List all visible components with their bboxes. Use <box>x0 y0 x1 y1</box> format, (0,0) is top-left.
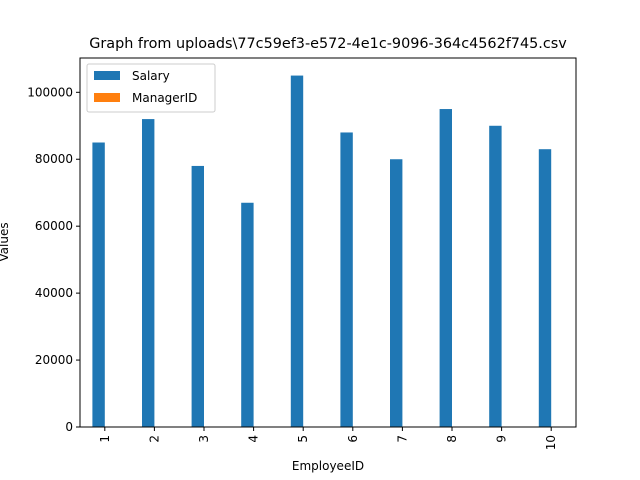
y-tick-label: 40000 <box>35 286 73 300</box>
bar-salary-10 <box>538 149 552 427</box>
bar-salary-4 <box>241 202 254 427</box>
plot-frame <box>79 57 577 428</box>
x-tick-label: 5 <box>296 435 310 443</box>
x-tick-label: 8 <box>445 435 459 443</box>
x-tick-label: 9 <box>495 435 509 443</box>
y-tick-label: 80000 <box>35 152 73 166</box>
x-tick-label: 4 <box>247 435 261 443</box>
y-tick-label: 0 <box>65 420 73 434</box>
x-axis-title: EmployeeID <box>292 459 364 473</box>
legend-label-salary: Salary <box>132 69 170 83</box>
bar-salary-9 <box>489 125 502 427</box>
x-tick-label: 3 <box>197 435 211 443</box>
chart-title: Graph from uploads\77c59ef3-e572-4e1c-90… <box>89 36 567 52</box>
bar-salary-3 <box>191 165 204 427</box>
y-axis-title: Values <box>0 222 11 261</box>
legend-swatch-managerid <box>94 93 120 102</box>
x-tick-label: 1 <box>98 435 112 443</box>
y-tick-label: 100000 <box>27 85 73 99</box>
x-axis: 1 2 3 4 5 6 7 8 9 10 <box>98 427 558 450</box>
bars-group <box>92 75 564 428</box>
legend-label-managerid: ManagerID <box>132 91 197 105</box>
bar-salary-8 <box>439 109 452 427</box>
bar-salary-6 <box>340 132 353 427</box>
bar-salary-5 <box>290 75 304 428</box>
bar-salary-7 <box>390 159 403 427</box>
x-tick-label: 10 <box>544 435 558 450</box>
legend: Salary ManagerID <box>86 63 216 113</box>
y-tick-label: 20000 <box>35 353 73 367</box>
x-tick-label: 7 <box>395 435 409 443</box>
legend-swatch-salary <box>94 71 120 80</box>
bar-salary-1 <box>92 142 105 428</box>
y-axis: 0 20000 40000 60000 80000 100000 <box>27 85 80 434</box>
y-tick-label: 60000 <box>35 219 73 233</box>
x-tick-label: 6 <box>346 435 360 443</box>
bar-salary-2 <box>142 119 155 427</box>
x-tick-label: 2 <box>147 435 161 443</box>
